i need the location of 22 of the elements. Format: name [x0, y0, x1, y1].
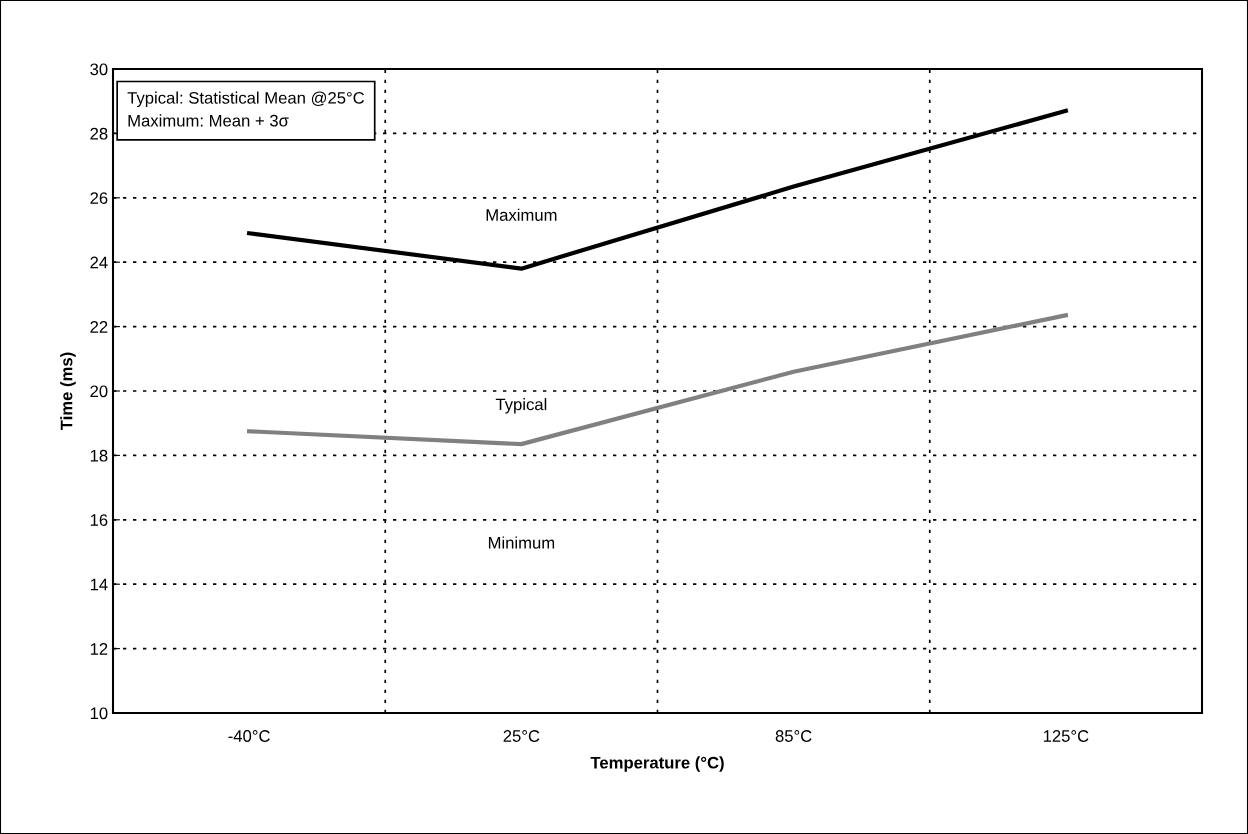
- y-tick-label: 20: [90, 385, 108, 398]
- y-tick-label: 28: [90, 127, 108, 140]
- y-tick-label: 16: [90, 514, 108, 526]
- y-tick-label: 14: [90, 578, 108, 591]
- annotation: Minimum: [488, 536, 555, 549]
- annotation: Typical: Statistical Mean @25°C Maximum: Mean + 3σ: [127, 91, 365, 127]
- x-tick-label: 25°C: [503, 730, 540, 742]
- series-label: Typical: [495, 398, 547, 414]
- y-tick-label: 26: [90, 192, 108, 204]
- line-series: [247, 313, 1068, 447]
- y-tick-label: 18: [90, 449, 108, 462]
- y-tick-label: 30: [90, 63, 108, 76]
- y-tick-label: 22: [90, 321, 108, 333]
- y-axis-title: Time (ms): [60, 352, 76, 431]
- x-tick-label: -40°C: [228, 730, 270, 742]
- x-axis-title: Temperature (°C): [590, 756, 724, 772]
- x-tick-label: 85°C: [775, 730, 812, 742]
- y-tick-label: 10: [90, 707, 108, 720]
- x-tick-label: 125°C: [1043, 730, 1089, 742]
- y-tick-label: 24: [90, 256, 108, 269]
- y-tick-label: 12: [90, 643, 108, 655]
- text: Maximum: [486, 208, 557, 221]
